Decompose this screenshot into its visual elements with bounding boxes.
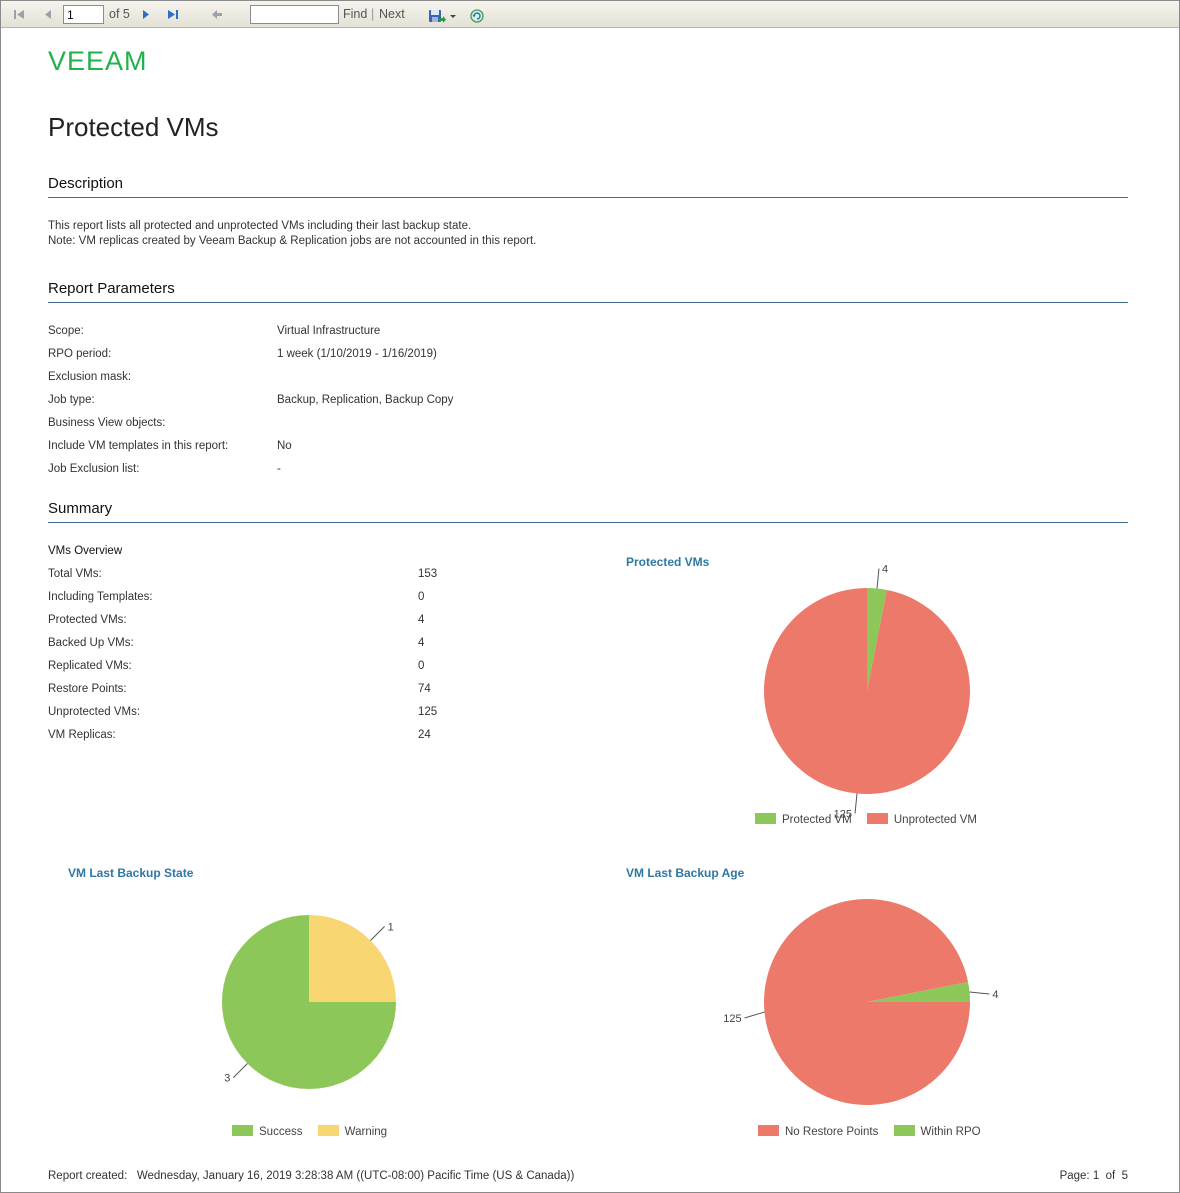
find-input[interactable] <box>250 5 339 24</box>
overview-label: Restore Points: <box>48 683 127 695</box>
overview-label: Backed Up VMs: <box>48 637 134 649</box>
pie-slice-unprotected-vm <box>764 588 970 795</box>
leader-line <box>370 925 386 941</box>
description-line-1: This report lists all protected and unpr… <box>48 220 472 232</box>
overview-label: Replicated VMs: <box>48 660 132 672</box>
pie-data-label: 4 <box>882 564 888 576</box>
overview-label: Unprotected VMs: <box>48 706 141 718</box>
legend-item: Warning <box>317 1125 388 1138</box>
legend-item: Protected VM <box>755 813 852 826</box>
overview-label: Including Templates: <box>48 591 153 603</box>
backup-state-legend: Success Warning <box>232 1125 399 1138</box>
param-label: Include VM templates in this report: <box>48 440 229 452</box>
legend-item: No Restore Points <box>758 1125 878 1138</box>
param-value: Backup, Replication, Backup Copy <box>277 394 454 406</box>
param-label: Business View objects: <box>48 417 166 429</box>
param-value: No <box>277 440 292 452</box>
legend-swatch <box>866 813 888 824</box>
overview-value: 153 <box>418 568 438 580</box>
pie-data-label: 125 <box>723 1013 741 1025</box>
param-value: - <box>277 463 281 475</box>
legend-swatch <box>232 1125 253 1136</box>
leader-line <box>876 568 880 589</box>
overview-value: 4 <box>418 637 425 649</box>
legend-label: Success <box>259 1126 303 1138</box>
legend-label: Protected VM <box>782 814 852 826</box>
description-line-2: Note: VM replicas created by Veeam Backu… <box>48 235 537 247</box>
pie-slice-protected-vm <box>867 588 887 691</box>
backup-state-chart-title: VM Last Backup State <box>68 866 194 880</box>
pie-data-label: 3 <box>224 1073 230 1085</box>
export-save-icon[interactable] <box>426 5 458 24</box>
overview-value: 0 <box>418 591 425 603</box>
param-label: RPO period: <box>48 348 112 360</box>
report-created-footer: Report created: Wednesday, January 16, 2… <box>48 1170 574 1182</box>
param-label: Scope: <box>48 325 84 337</box>
legend-item: Within RPO <box>893 1125 981 1138</box>
next-page-icon[interactable] <box>137 5 155 24</box>
overview-value: 0 <box>418 660 425 672</box>
overview-value: 125 <box>418 706 438 718</box>
overview-label: Total VMs: <box>48 568 102 580</box>
parameters-heading: Report Parameters <box>48 280 1128 303</box>
overview-label: VM Replicas: <box>48 729 116 741</box>
legend-label: Unprotected VM <box>893 814 977 826</box>
param-value: Virtual Infrastructure <box>277 325 381 337</box>
report-title: Protected VMs <box>48 112 219 142</box>
report-created-label: Report created: <box>48 1170 128 1182</box>
legend-swatch <box>317 1125 339 1136</box>
legend-label: Warning <box>344 1126 388 1138</box>
find-next-link[interactable]: Next <box>379 7 405 21</box>
previous-page-icon[interactable] <box>39 5 57 24</box>
report-created-value: Wednesday, January 16, 2019 3:28:38 AM (… <box>136 1170 575 1182</box>
backup-age-chart-title: VM Last Backup Age <box>626 866 745 880</box>
overview-label: Protected VMs: <box>48 614 127 626</box>
pie-slice-no-restore-points <box>764 899 970 1106</box>
report-toolbar: of 5 Find | Next <box>1 1 1179 28</box>
param-label: Job Exclusion list: <box>48 463 140 475</box>
pie-data-label: 125 <box>834 808 852 820</box>
overview-value: 24 <box>418 729 431 741</box>
backup-age-legend: No Restore Points Within RPO <box>758 1125 993 1138</box>
legend-label: Within RPO <box>920 1126 981 1138</box>
legend-swatch <box>758 1125 779 1136</box>
pie-data-label: 4 <box>992 989 998 1001</box>
protected-vms-legend: Protected VM Unprotected VM <box>755 813 989 826</box>
legend-item: Unprotected VM <box>866 813 977 826</box>
pie-slice-warning <box>309 915 396 1002</box>
leader-line <box>854 793 858 814</box>
last-page-icon[interactable] <box>164 5 182 24</box>
param-value: 1 week (1/10/2019 - 1/16/2019) <box>277 348 437 360</box>
legend-item: Success <box>232 1125 302 1138</box>
leader-line <box>969 991 990 995</box>
back-to-parent-icon[interactable] <box>208 5 226 24</box>
refresh-icon[interactable] <box>468 5 486 24</box>
page-count-label: of 5 <box>109 7 130 21</box>
summary-heading: Summary <box>48 500 1128 523</box>
find-link[interactable]: Find <box>343 7 368 21</box>
page-indicator: Page: 1 of 5 <box>1059 1170 1128 1182</box>
legend-label: No Restore Points <box>785 1126 879 1138</box>
pie-slice-within-rpo <box>867 982 970 1002</box>
page-number-input[interactable] <box>63 5 104 24</box>
legend-swatch <box>893 1125 915 1136</box>
find-separator: | <box>371 7 375 21</box>
param-label: Job type: <box>48 394 95 406</box>
leader-line <box>744 1011 765 1019</box>
overview-value: 74 <box>418 683 431 695</box>
leader-line <box>232 1063 248 1079</box>
legend-swatch <box>755 813 776 824</box>
overview-title: VMs Overview <box>48 545 123 557</box>
first-page-icon[interactable] <box>10 5 28 24</box>
pie-data-label: 1 <box>388 921 394 933</box>
param-label: Exclusion mask: <box>48 371 132 383</box>
protected-vms-chart-title: Protected VMs <box>626 555 710 569</box>
overview-value: 4 <box>418 614 425 626</box>
description-heading: Description <box>48 175 1128 198</box>
veeam-logo: VEEAM <box>48 46 148 76</box>
